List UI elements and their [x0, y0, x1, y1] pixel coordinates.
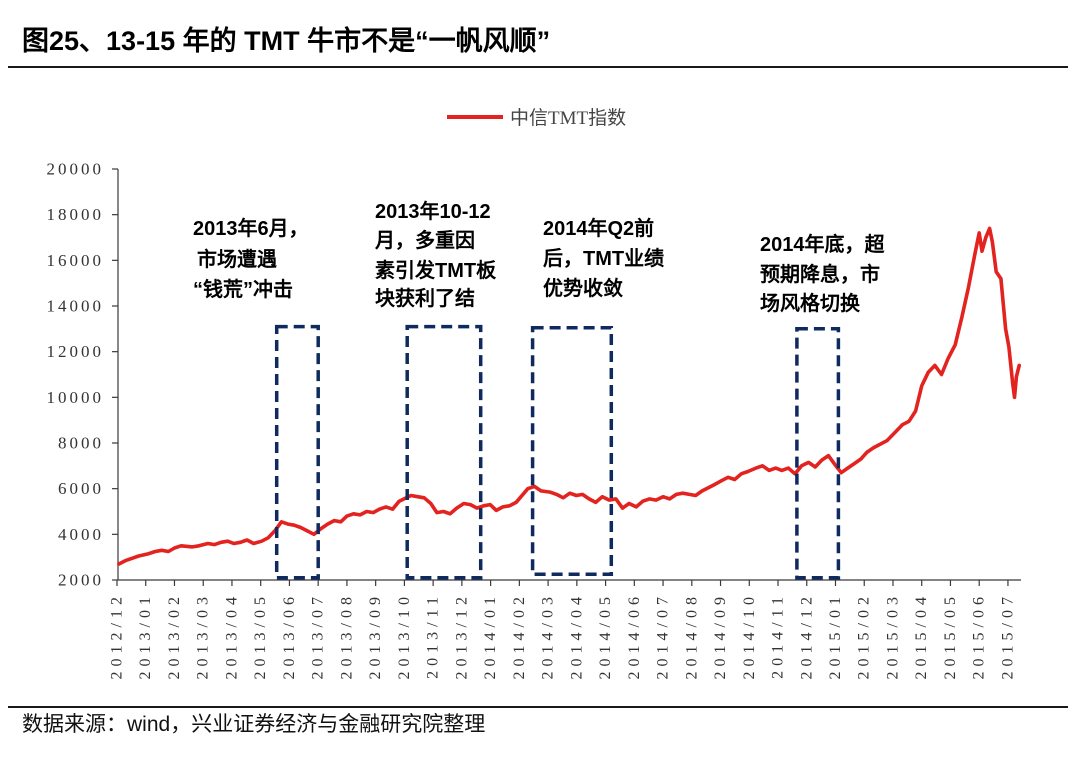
annotation-line: 素引发TMT板 [375, 258, 497, 282]
x-tick-label: 2014/10 [741, 592, 758, 679]
highlight-box-2 [405, 324, 483, 580]
x-tick-label: 2015/07 [999, 592, 1016, 679]
annotation-line: 优势收敛 [543, 276, 623, 300]
source-rule [8, 706, 1068, 708]
x-tick-label: 2014/03 [540, 592, 557, 679]
series-line-tmt-index [117, 226, 1021, 566]
annotation-line: 2014年Q2前 [543, 216, 654, 240]
annotation-earnings-convergence: 2014年Q2前 后，TMT业绩 优势收敛 [543, 216, 664, 300]
highlight-boxes [274, 324, 841, 580]
annotation-line: 月，多重因 [374, 228, 475, 252]
x-tick-label: 2014/11 [770, 592, 787, 679]
y-tick-label: 12000 [47, 342, 105, 361]
y-tick-label: 18000 [47, 205, 105, 224]
annotation-line: 后，TMT业绩 [543, 246, 664, 270]
x-tick-label: 2013/07 [310, 592, 327, 679]
x-tick-label: 2013/01 [137, 592, 154, 679]
annotation-money-crunch: 2013年6月， 市场遭遇 “钱荒”冲击 [193, 216, 309, 301]
annotation-profit-taking: 2013年10-12 月，多重因 素引发TMT板 块获利了结 [374, 199, 497, 310]
x-tick-label: 2013/10 [396, 592, 413, 679]
highlight-box-4 [795, 327, 841, 580]
y-ticks: 20000 18000 16000 14000 12000 10000 8000 6000 40… [47, 160, 118, 590]
annotation-line: 2013年10-12 [375, 199, 491, 223]
annotation-rate-cut-style-switch: 2014年底，超 预期降息，市 场风格切换 [760, 232, 885, 315]
source-note: 数据来源：wind，兴业证券经济与金融研究院整理 [22, 713, 486, 736]
annotation-line: 市场遭遇 [197, 247, 277, 271]
highlight-box-3 [530, 325, 614, 577]
annotation-line: 2014年底，超 [760, 232, 885, 256]
x-tick-label: 2015/01 [827, 592, 844, 679]
annotation-line: “钱荒”冲击 [193, 277, 293, 301]
y-tick-label: 4000 [58, 525, 104, 544]
y-tick-label: 10000 [47, 388, 105, 407]
legend: 中信TMT指数 [447, 107, 626, 129]
figure-title: 图25、13-15 年的 TMT 牛市不是“一帆风顺” [22, 26, 551, 56]
x-tick-label: 2014/01 [482, 592, 499, 679]
x-tick-label: 2014/04 [568, 592, 585, 679]
title-rule [8, 66, 1068, 68]
x-tick-label: 2013/04 [223, 592, 240, 679]
x-tick-label: 2015/02 [856, 592, 873, 679]
annotation-line: 场风格切换 [760, 291, 861, 315]
x-tick-label: 2013/05 [252, 592, 269, 679]
x-tick-label: 2015/05 [942, 592, 959, 679]
annotation-line: 2013年6月， [193, 216, 309, 240]
x-tick-label: 2013/03 [195, 592, 212, 679]
x-tick-label: 2015/03 [884, 592, 901, 679]
x-tick-label: 2014/09 [712, 592, 729, 679]
x-tick-label: 2014/07 [655, 592, 672, 679]
x-tick-label: 2015/04 [913, 592, 930, 679]
legend-label-tmt-index: 中信TMT指数 [510, 107, 626, 129]
y-tick-label: 20000 [47, 160, 105, 179]
x-tick-label: 2013/08 [338, 592, 355, 679]
x-tick-label: 2013/02 [166, 592, 183, 679]
x-tick-label: 2014/12 [798, 592, 815, 679]
annotation-line: 块获利了结 [375, 286, 475, 310]
x-tick-label: 2015/06 [971, 592, 988, 679]
x-tick-label: 2013/12 [453, 592, 470, 679]
x-tick-label: 2014/05 [597, 592, 614, 679]
annotation-line: 预期降息，市 [760, 262, 880, 286]
y-tick-label: 16000 [47, 251, 105, 270]
x-tick-label: 2013/06 [281, 592, 298, 679]
x-tick-label: 2013/11 [425, 592, 442, 679]
x-tick-label: 2014/06 [626, 592, 643, 679]
y-tick-label: 6000 [58, 479, 104, 498]
x-ticks: 2012/12 2013/01 2013/02 2013/03 2013/04 2013/… [109, 580, 1016, 679]
x-tick-label: 2013/09 [367, 592, 384, 679]
y-tick-label: 14000 [47, 297, 105, 316]
x-tick-label: 2014/02 [511, 592, 528, 679]
y-tick-label: 2000 [58, 571, 104, 590]
highlight-box-1 [274, 324, 320, 580]
x-tick-label: 2014/08 [683, 592, 700, 679]
y-tick-label: 8000 [58, 434, 104, 453]
x-tick-label: 2012/12 [109, 592, 126, 679]
